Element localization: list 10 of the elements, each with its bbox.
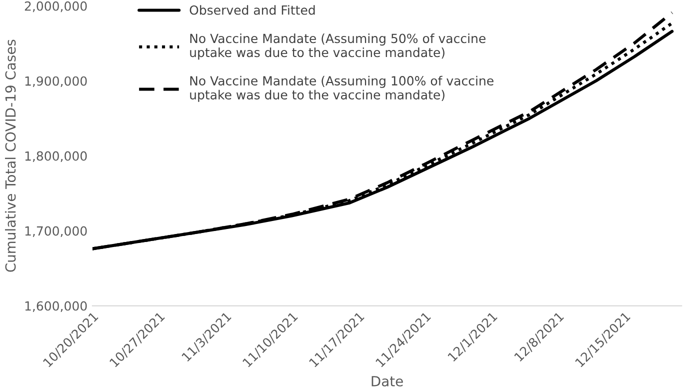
- legend-label: Observed and Fitted: [190, 5, 315, 15]
- x-axis-title: Date: [372, 376, 403, 386]
- legend-label: No Vaccine Mandate (Assuming 100% of vaccine uptake was due to the vaccine mandate): [190, 76, 494, 102]
- y-tick-label: 2,000,000: [24, 1, 87, 12]
- y-tick-label: 1,800,000: [25, 151, 87, 162]
- y-tick-label: 1,600,000: [25, 301, 87, 312]
- legend-label: No Vaccine Mandate (Assuming 50% of vaccine uptake was due to the vaccine mandate): [190, 33, 486, 60]
- y-tick-label: 1,900,000: [25, 76, 87, 88]
- y-axis-title: Cumulative Total COVID-19 Cases: [5, 40, 16, 272]
- y-tick-label: 1,700,000: [25, 226, 87, 237]
